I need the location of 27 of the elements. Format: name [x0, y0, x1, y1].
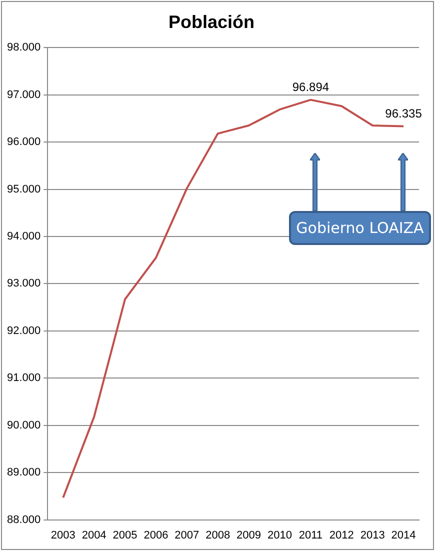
- y-tick-label: 95.000: [6, 183, 41, 196]
- x-tick-label: 2013: [360, 529, 385, 542]
- x-tick-label: 2005: [112, 529, 138, 542]
- data-label: 96.894: [292, 80, 330, 94]
- y-tick-label: 98.000: [6, 42, 41, 54]
- x-tick-label: 2003: [50, 529, 76, 542]
- y-tick-label: 92.000: [6, 324, 41, 337]
- x-tick-label: 2011: [298, 529, 323, 542]
- annotation: Gobierno LOAIZA: [289, 211, 431, 245]
- chart-title: Población: [168, 12, 255, 32]
- y-tick-label: 90.000: [6, 419, 41, 432]
- x-tick-label: 2007: [174, 529, 200, 542]
- y-tick-label: 96.000: [6, 136, 41, 148]
- y-tick-label: 91.000: [6, 372, 41, 384]
- x-tick-label: 2006: [144, 529, 168, 542]
- x-tick-label: 2004: [82, 529, 106, 542]
- y-tick-label: 97.000: [6, 88, 41, 101]
- y-tick-label: 93.000: [6, 278, 41, 290]
- x-tick-label: 2009: [236, 529, 262, 542]
- y-tick-label: 94.000: [6, 230, 41, 243]
- x-tick-label: 2014: [391, 529, 416, 542]
- x-tick-label: 2008: [206, 529, 230, 542]
- x-tick-label: 2012: [329, 529, 354, 542]
- y-tick-label: 88.000: [6, 514, 41, 526]
- y-tick-label: 89.000: [6, 466, 41, 479]
- data-label: 96.335: [385, 106, 422, 121]
- x-tick-label: 2010: [268, 529, 292, 542]
